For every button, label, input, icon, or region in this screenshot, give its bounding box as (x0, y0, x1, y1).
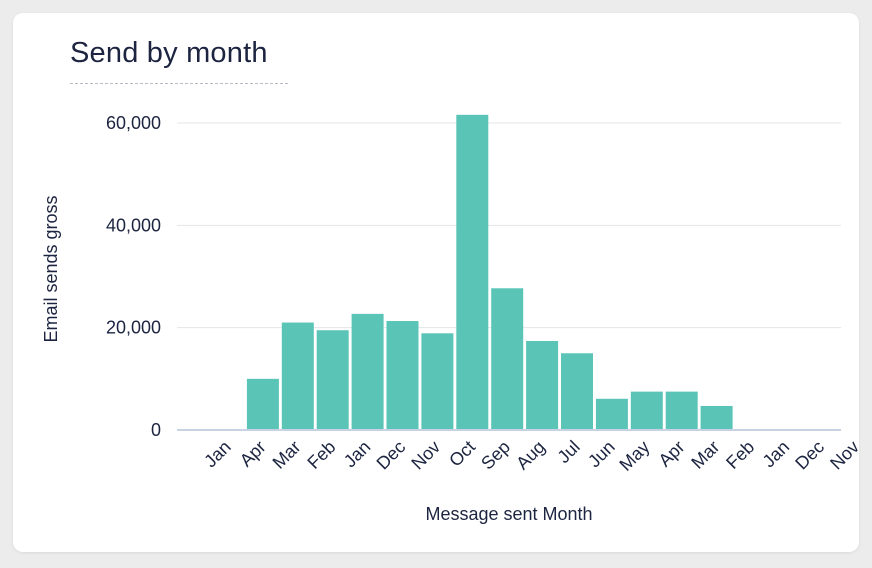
x-tick-label: Apr (236, 437, 270, 471)
x-tick-label: Jan (759, 437, 794, 472)
x-tick-label: Jul (553, 437, 583, 467)
x-tick-label: Nov (407, 437, 444, 474)
x-tick-label: Dec (791, 437, 828, 474)
y-tick-label: 40,000 (106, 215, 161, 235)
x-tick-label: May (615, 437, 653, 475)
y-tick-label: 0 (151, 420, 161, 440)
x-tick-label: Nov (826, 437, 863, 474)
x-tick-label: Feb (303, 437, 339, 473)
y-tick-label: 20,000 (106, 318, 161, 338)
bar (281, 322, 314, 429)
bar (595, 398, 628, 429)
bar (351, 313, 384, 429)
bar (316, 330, 349, 429)
x-axis-title: Message sent Month (425, 504, 592, 524)
x-tick-label: Sep (477, 437, 514, 474)
x-tick-label: Jan (200, 437, 235, 472)
bar (561, 353, 593, 429)
bar (421, 333, 454, 429)
y-axis-title: Email sends gross (41, 195, 61, 342)
x-tick-label: Mar (687, 437, 723, 473)
bar (700, 405, 733, 429)
x-tick-label: Jan (340, 437, 375, 472)
x-tick-label: Oct (445, 437, 479, 471)
x-tick-label: Feb (722, 437, 758, 473)
bars (246, 114, 733, 430)
x-tick-label: Aug (512, 437, 549, 474)
bar (491, 288, 524, 429)
x-tick-label: Dec (373, 437, 410, 474)
bar (386, 321, 419, 429)
bar (456, 114, 489, 430)
x-tick-label: Apr (655, 437, 689, 471)
bar (630, 391, 663, 429)
chart-card: Send by month (13, 13, 859, 552)
bar (665, 391, 698, 429)
x-tick-label: Jun (584, 437, 619, 472)
bar (246, 378, 279, 429)
bar (526, 340, 559, 429)
y-tick-label: 60,000 (106, 113, 161, 133)
card-title: Send by month (70, 37, 288, 84)
x-tick-label: Mar (269, 437, 305, 473)
